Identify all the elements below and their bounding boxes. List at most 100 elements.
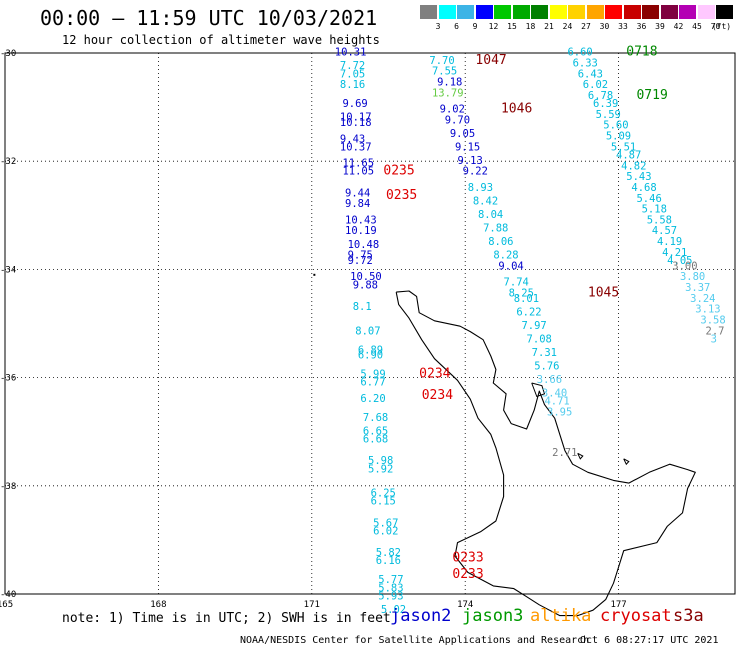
swh-value: 13.79 xyxy=(432,87,464,99)
legend-swatch xyxy=(568,5,585,19)
legend-label: 70 xyxy=(710,22,721,31)
legend-label: 39 xyxy=(655,22,665,31)
swh-value: 8.28 xyxy=(493,250,518,262)
swh-value: 6.43 xyxy=(578,68,603,80)
swh-value: 9.70 xyxy=(445,114,470,126)
swh-value: 5.77 xyxy=(378,574,403,586)
swh-value: 6.89 xyxy=(358,344,383,356)
swh-value: 4.82 xyxy=(621,160,646,172)
swh-value: 5.02 xyxy=(381,604,406,616)
lat-tick-label: -30 xyxy=(0,49,16,59)
sat-label-jason2: jason2 xyxy=(390,606,452,626)
pass-time-label: 0233 xyxy=(452,567,483,582)
generated-timestamp: Oct 6 08:27:17 UTC 2021 xyxy=(580,635,719,646)
swh-value: 3.58 xyxy=(700,315,725,327)
swh-value: 5.18 xyxy=(642,204,667,216)
pass-time-label: 1045 xyxy=(588,285,619,300)
legend-label: 45 xyxy=(692,22,702,31)
sat-label-altika: altika xyxy=(530,606,592,626)
swh-value: 10.18 xyxy=(340,117,372,129)
swh-value: 7.70 xyxy=(429,55,454,67)
swh-value: 9.75 xyxy=(348,250,373,262)
swh-value: 7.72 xyxy=(340,60,365,72)
legend-swatch xyxy=(679,5,696,19)
legend-label: 36 xyxy=(636,22,647,31)
swh-value: 7.08 xyxy=(527,333,552,345)
legend-swatch xyxy=(457,5,474,19)
lat-tick-label: -36 xyxy=(0,374,16,384)
pass-time-label: 0233 xyxy=(452,551,483,566)
legend-swatch xyxy=(716,5,733,19)
swh-value: 5.46 xyxy=(636,193,661,205)
swh-value: 3.13 xyxy=(695,304,720,316)
pass-time-label: 0234 xyxy=(422,388,453,403)
swh-value: 9.88 xyxy=(353,279,378,291)
swh-value: 4.68 xyxy=(631,182,656,194)
legend-swatch xyxy=(623,5,641,19)
pass-time-label: 0718 xyxy=(626,45,657,60)
swh-value: 6.68 xyxy=(363,434,388,446)
coastline xyxy=(395,290,696,617)
swh-value: 9.22 xyxy=(463,166,488,178)
page-subtitle: 12 hour collection of altimeter wave hei… xyxy=(62,33,380,47)
legend-swatch xyxy=(531,5,548,19)
lon-tick-label: 174 xyxy=(457,600,473,610)
swh-value: 4.71 xyxy=(544,396,569,408)
legend-swatch xyxy=(549,5,567,19)
pass-time-label: 0235 xyxy=(386,188,417,203)
swh-value: 3.24 xyxy=(690,293,715,305)
swh-value: 5.76 xyxy=(534,360,559,372)
swh-value: 7.74 xyxy=(504,277,529,289)
swh-value: 10.37 xyxy=(340,141,372,153)
legend-label: 27 xyxy=(581,22,591,31)
swh-value: 3.80 xyxy=(680,271,705,283)
swh-value: 9.84 xyxy=(345,198,370,210)
sat-label-s3a: s3a xyxy=(673,606,704,626)
swh-value: 9.15 xyxy=(455,141,480,153)
swh-value: 10.50 xyxy=(350,271,382,283)
swh-value: 2.7 xyxy=(706,325,725,337)
swh-value: 7.31 xyxy=(532,347,557,359)
swh-value: 6.39 xyxy=(593,98,618,110)
swh-value: 4.21 xyxy=(662,247,687,259)
swh-value: 5.43 xyxy=(626,171,651,183)
swh-value: 7.68 xyxy=(363,412,388,424)
legend-label: 21 xyxy=(544,22,554,31)
legend-swatch xyxy=(438,5,456,19)
swh-value: 5.09 xyxy=(606,131,631,143)
swh-value: 7.97 xyxy=(521,320,546,332)
pass-time-label: 0235 xyxy=(383,164,414,179)
swh-value: 4.57 xyxy=(652,225,677,237)
legend-swatch xyxy=(586,5,604,19)
swh-value: 9.13 xyxy=(458,155,483,167)
legend-swatch xyxy=(642,5,659,19)
note-text: note: 1) Time is in UTC; 2) SWH is in fe… xyxy=(62,611,391,626)
legend-label: 33 xyxy=(618,22,628,31)
swh-value: 9.04 xyxy=(498,260,523,272)
swh-value: 8.01 xyxy=(514,293,539,305)
swh-value: 5.83 xyxy=(378,582,403,594)
swh-value: 8.25 xyxy=(509,287,534,299)
swh-value: 8.07 xyxy=(355,325,380,337)
swh-value: 3 xyxy=(711,333,717,345)
swh-value: 5.59 xyxy=(596,109,621,121)
swh-value: 8.06 xyxy=(488,236,513,248)
swh-value: 5.93 xyxy=(378,590,403,602)
swh-value: 2.71 xyxy=(552,447,577,459)
swh-value: 6.60 xyxy=(567,47,592,59)
swh-value: 6.15 xyxy=(371,496,396,508)
pass-time-label: 1046 xyxy=(501,102,532,117)
swh-value: 7.55 xyxy=(432,66,457,78)
pass-time-label: 1047 xyxy=(475,53,506,68)
lat-tick-label: -40 xyxy=(0,590,16,600)
swh-value: 3.95 xyxy=(547,406,572,418)
swh-value: 6.77 xyxy=(360,377,385,389)
swh-value: 8.16 xyxy=(340,79,365,91)
pass-time-label: 0234 xyxy=(419,367,450,382)
swh-value: 4.87 xyxy=(616,149,641,161)
legend-swatch xyxy=(605,5,622,19)
swh-value: 4.19 xyxy=(657,236,682,248)
swh-value: 5.60 xyxy=(603,120,628,132)
swh-value: 4.05 xyxy=(667,255,692,267)
lat-tick-label: -38 xyxy=(0,482,16,492)
